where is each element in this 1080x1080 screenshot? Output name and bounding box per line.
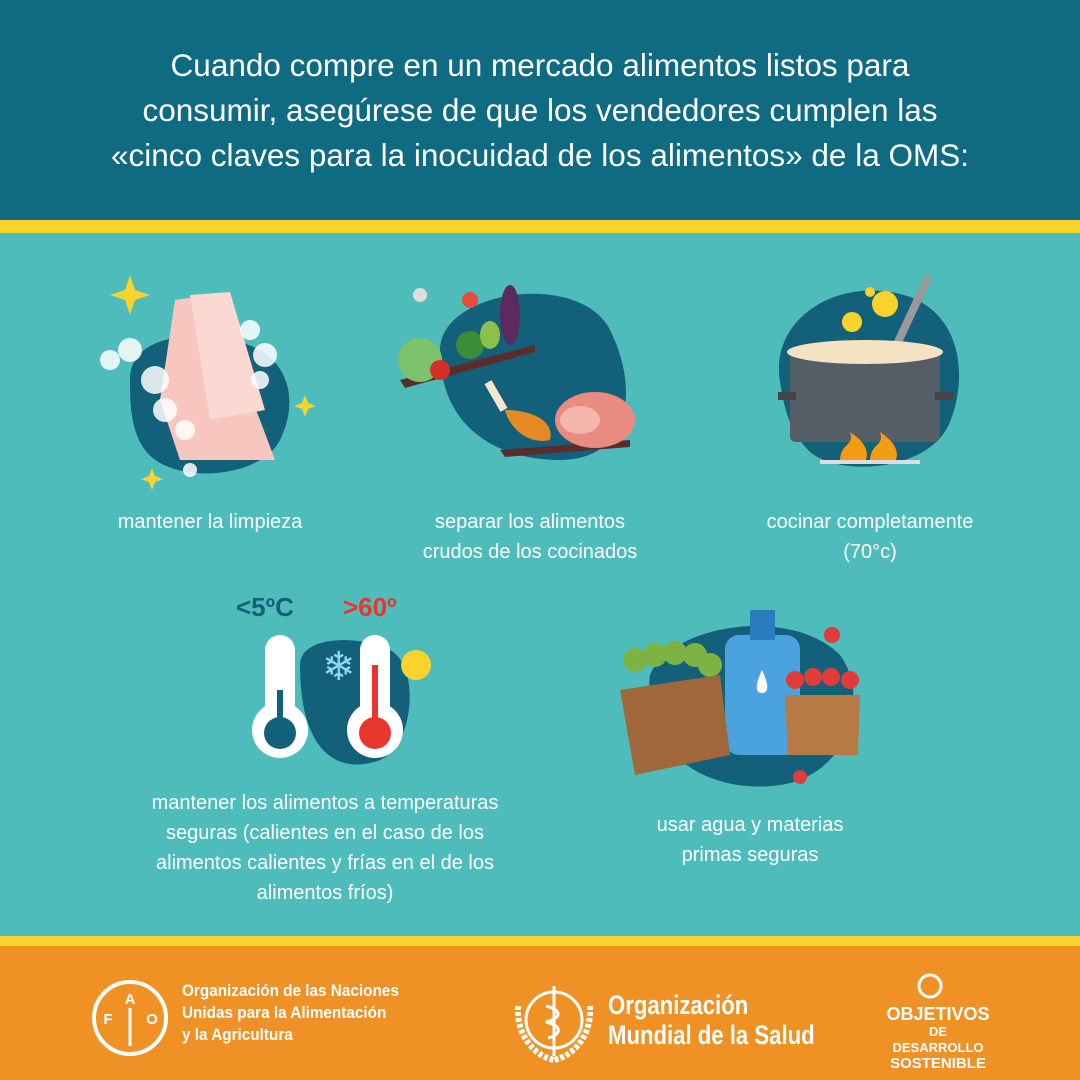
caption-cleanliness: mantener la limpieza — [117, 511, 303, 533]
title-line: consumir, asegúrese de que los vendedore… — [142, 91, 938, 128]
svg-text:A: A — [125, 991, 136, 1008]
cooking-pot-icon — [778, 274, 960, 467]
who-name: Organización Mundial de la Salud — [608, 990, 815, 1050]
yellow-divider — [0, 220, 1080, 233]
hand-washing-icon — [100, 275, 316, 490]
footer: A F O Organización de las Naciones Unidas… — [0, 946, 1080, 1080]
svg-text:F: F — [103, 1011, 112, 1028]
caption-water: usar agua y materias primas seguras — [656, 814, 844, 866]
fao-logo: A F O — [92, 980, 168, 1056]
sdg-label: OBJETIVOS DE DESARROLLO SOSTENIBLE — [886, 1004, 990, 1072]
svg-text:❄: ❄ — [322, 644, 356, 690]
cold-temp-label: <5ºC — [236, 592, 294, 622]
water-and-produce-icon — [620, 610, 860, 787]
svg-text:O: O — [146, 1011, 158, 1028]
fao-name: Organización de las Naciones Unidas para … — [182, 981, 399, 1044]
hot-temp-label: >60º — [343, 592, 397, 622]
title-line: «cinco claves para la inocuidad de los a… — [111, 136, 969, 173]
caption-cook: cocinar completamente (70°c) — [766, 511, 974, 563]
un-emblem-icon — [917, 973, 943, 999]
yellow-divider — [0, 936, 1080, 946]
caption-separate: separar los alimentos crudos de los cocin… — [422, 511, 638, 563]
who-logo — [514, 986, 594, 1063]
thermometers-icon: ❄ — [252, 635, 431, 765]
separate-food-icon — [398, 285, 635, 460]
caption-temperature: mantener los alimentos a temperaturas seg… — [151, 792, 499, 904]
header-title: Cuando compre en un mercado alimentos li… — [0, 0, 1080, 220]
title-line: Cuando compre en un mercado alimentos li… — [170, 46, 910, 83]
